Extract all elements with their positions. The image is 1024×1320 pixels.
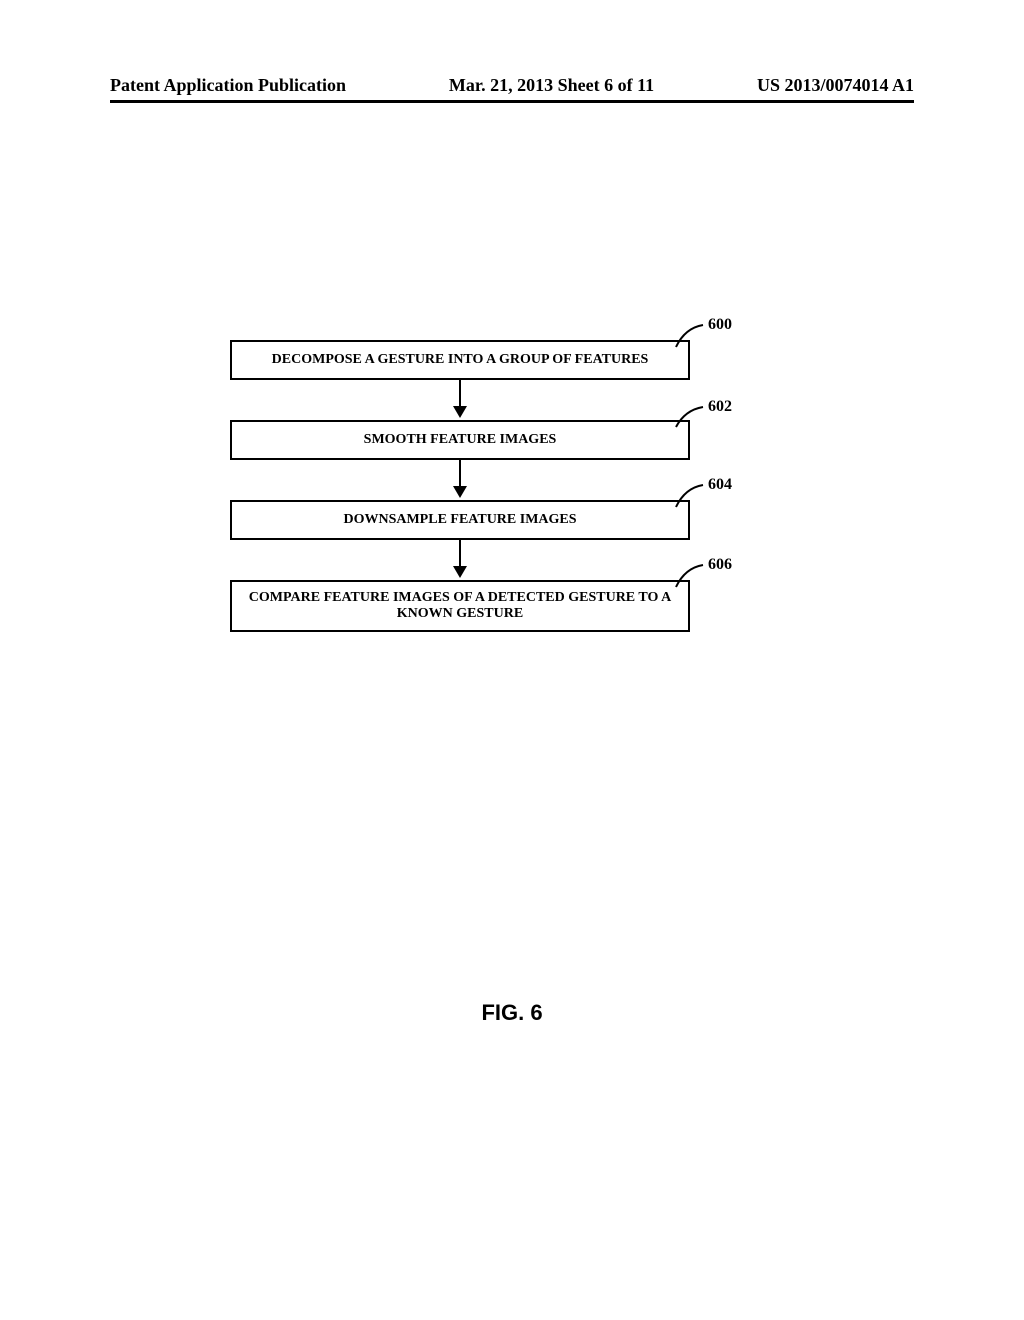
ref-arc-600 [673,320,713,350]
header-right-text: US 2013/0074014 A1 [757,75,914,96]
flow-box-606-text-line2: KNOWN GESTURE [397,606,523,622]
header-separator [110,100,914,103]
flow-box-600: DECOMPOSE A GESTURE INTO A GROUP OF FEAT… [230,340,690,380]
ref-arc-602 [673,402,713,432]
flow-box-606-text-line1: COMPARE FEATURE IMAGES OF A DETECTED GES… [249,590,671,606]
flowchart: DECOMPOSE A GESTURE INTO A GROUP OF FEAT… [200,340,720,632]
header-row: Patent Application Publication Mar. 21, … [110,75,914,96]
header-left-text: Patent Application Publication [110,75,346,96]
ref-label-600: 600 [708,316,732,334]
arrow-600-602 [200,380,720,420]
ref-label-604: 604 [708,476,732,494]
flow-box-606: COMPARE FEATURE IMAGES OF A DETECTED GES… [230,580,690,632]
arrow-604-606 [200,540,720,580]
ref-label-606: 606 [708,556,732,574]
arrow-602-604 [200,460,720,500]
page-header: Patent Application Publication Mar. 21, … [0,75,1024,103]
ref-label-602: 602 [708,398,732,416]
header-center-text: Mar. 21, 2013 Sheet 6 of 11 [449,75,654,96]
flow-box-602-text: SMOOTH FEATURE IMAGES [364,432,557,448]
figure-label: FIG. 6 [0,1000,1024,1026]
flow-box-602: SMOOTH FEATURE IMAGES [230,420,690,460]
flow-box-600-text: DECOMPOSE A GESTURE INTO A GROUP OF FEAT… [272,352,649,368]
flow-box-604: DOWNSAMPLE FEATURE IMAGES [230,500,690,540]
ref-arc-604 [673,480,713,510]
ref-arc-606 [673,560,713,590]
flow-box-604-text: DOWNSAMPLE FEATURE IMAGES [343,512,576,528]
